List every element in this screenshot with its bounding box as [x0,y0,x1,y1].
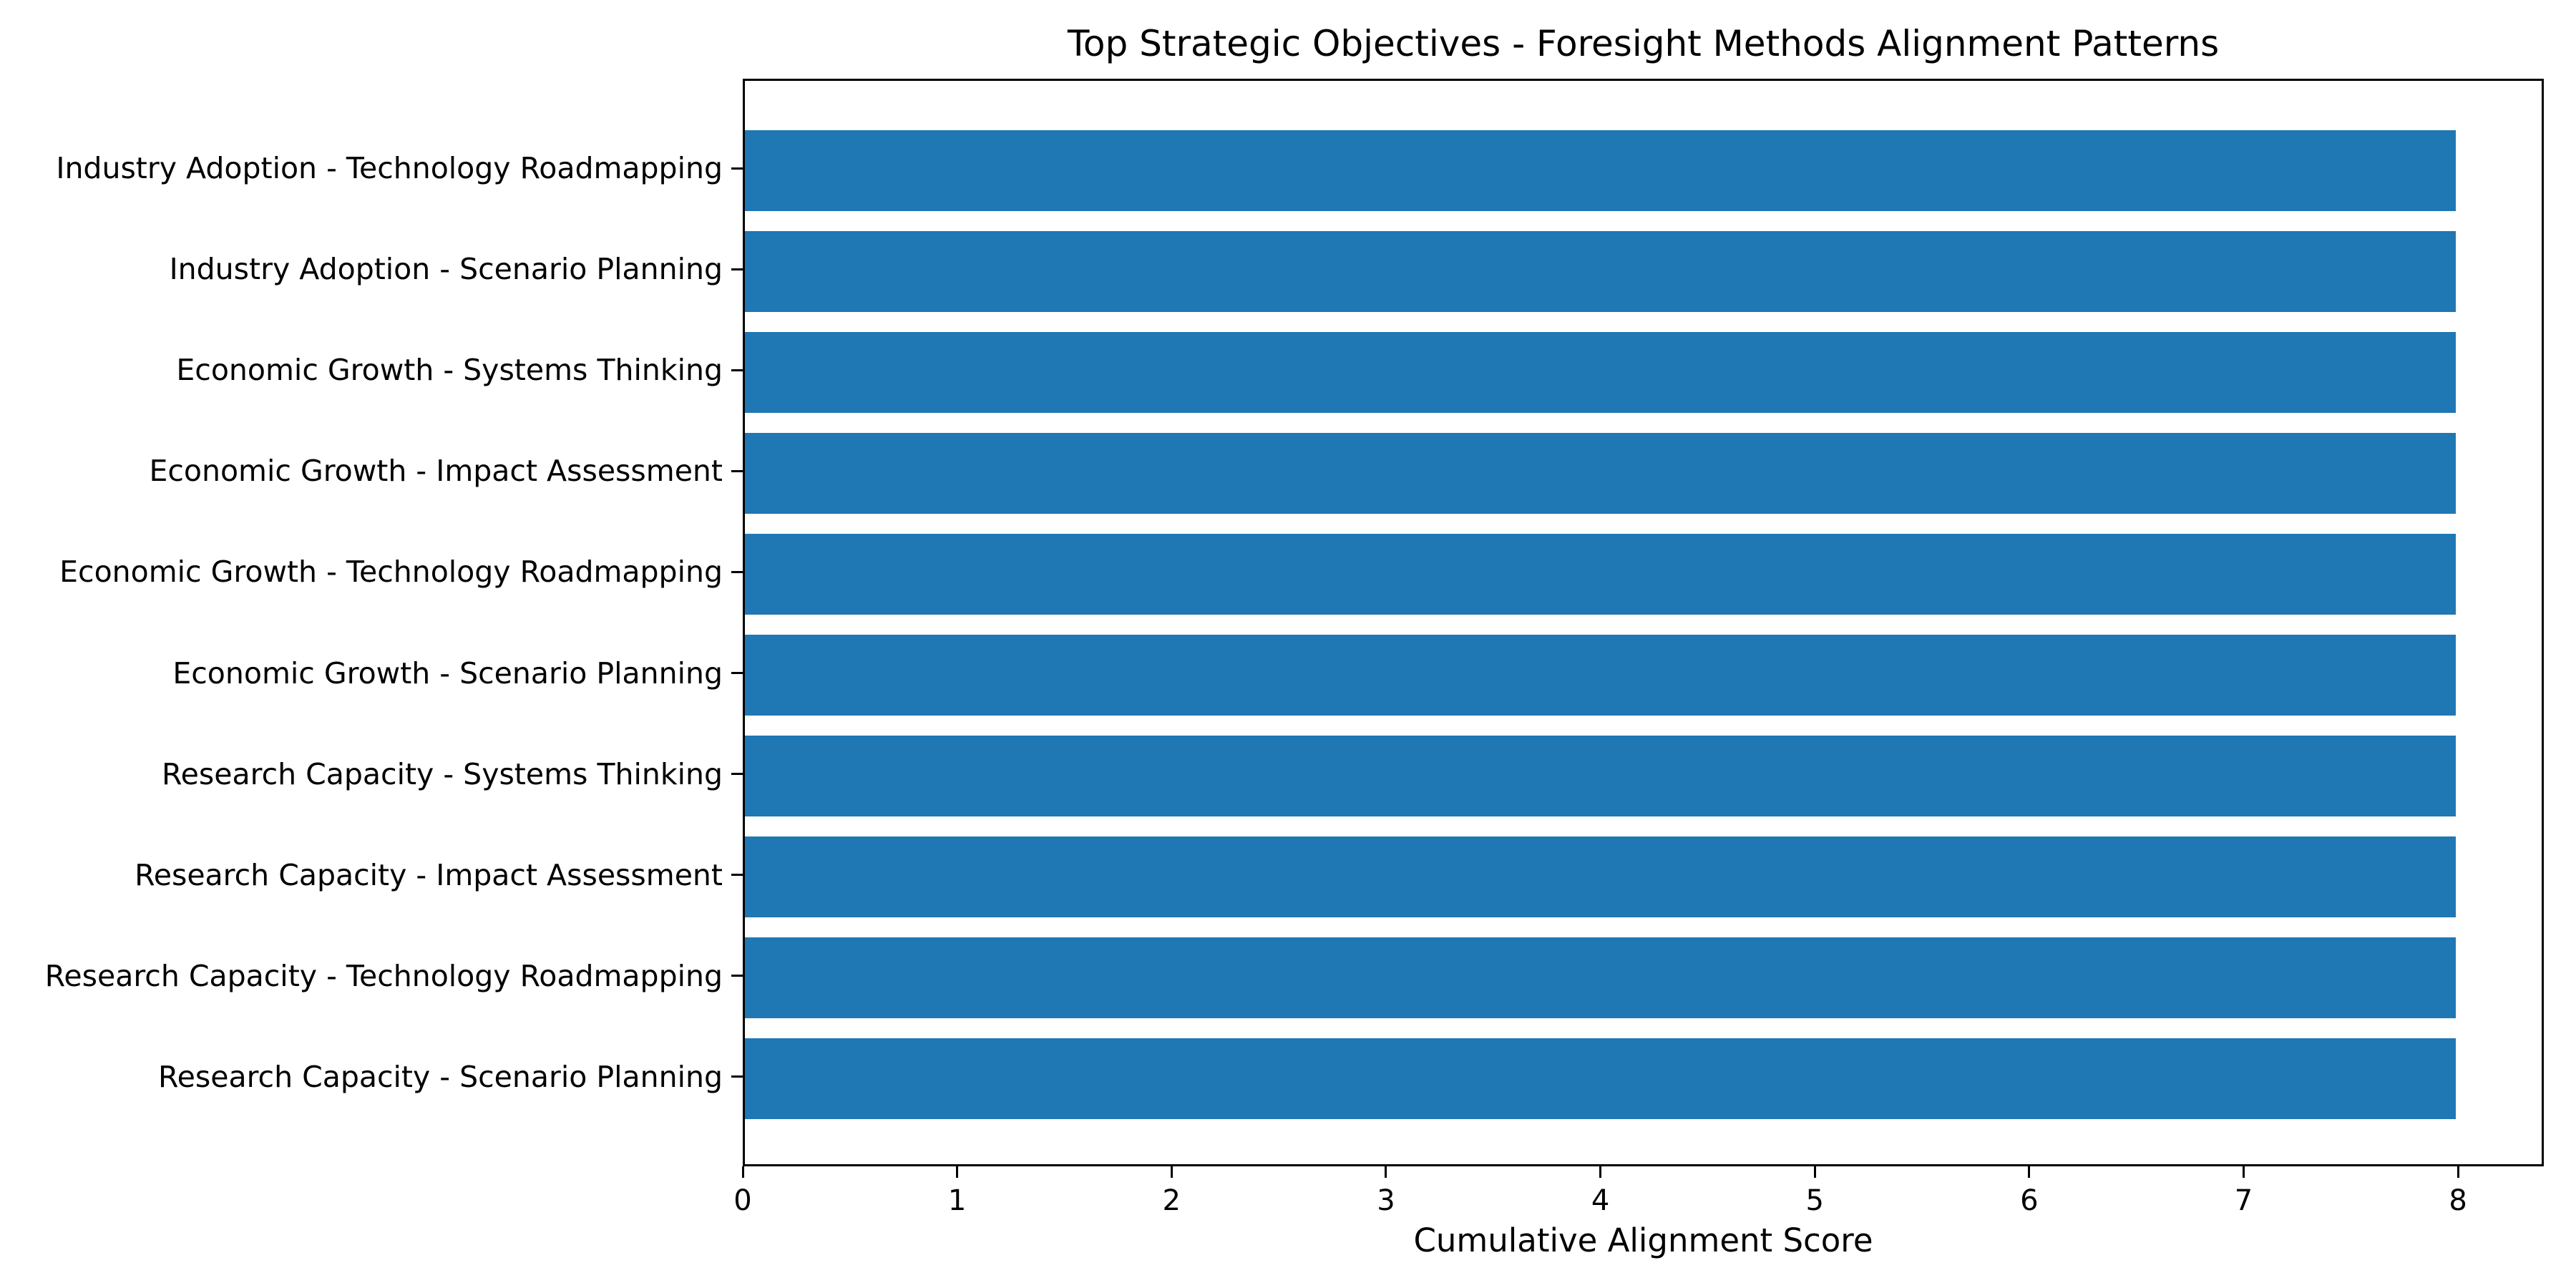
x-tick-label: 2 [1162,1184,1181,1217]
y-tick-label: Economic Growth - Systems Thinking [176,353,723,388]
y-tick-mark [731,469,743,472]
x-tick-label: 3 [1377,1184,1395,1217]
x-tick-label: 4 [1591,1184,1610,1217]
bar [745,534,2457,615]
bar [745,836,2457,917]
y-tick-label: Industry Adoption - Scenario Planning [169,252,723,287]
y-tick-mark [731,369,743,371]
y-tick-mark [731,167,743,170]
y-tick-label: Economic Growth - Scenario Planning [172,655,723,691]
y-tick-label: Research Capacity - Impact Assessment [135,857,723,892]
x-tick-mark [741,1166,744,1178]
x-tick-mark [1599,1166,1602,1178]
bar [745,231,2457,312]
x-tick-label: 6 [2020,1184,2039,1217]
y-tick-mark [731,268,743,270]
x-tick-label: 0 [733,1184,752,1217]
bar [745,1038,2457,1119]
y-tick-mark [731,1075,743,1078]
bar [745,433,2457,514]
x-tick-mark [1385,1166,1387,1178]
y-tick-mark [731,975,743,977]
y-tick-mark [731,773,743,775]
y-tick-label: Research Capacity - Technology Roadmappi… [44,958,723,993]
bar [745,332,2457,413]
x-axis-label: Cumulative Alignment Score [1413,1221,1873,1259]
x-tick-mark [1170,1166,1173,1178]
y-tick-label: Economic Growth - Technology Roadmapping [59,555,723,590]
x-tick-mark [2457,1166,2459,1178]
x-tick-label: 7 [2234,1184,2253,1217]
bar [745,130,2457,211]
bar [745,937,2457,1018]
x-tick-label: 8 [2449,1184,2467,1217]
x-tick-mark [2243,1166,2245,1178]
y-tick-label: Research Capacity - Systems Thinking [162,756,723,791]
x-tick-label: 1 [947,1184,967,1217]
bar [745,736,2457,816]
y-tick-label: Research Capacity - Scenario Planning [157,1059,723,1094]
y-tick-label: Industry Adoption - Technology Roadmappi… [56,151,723,186]
bar [745,635,2457,716]
y-tick-mark [731,672,743,674]
y-tick-mark [731,874,743,876]
x-tick-mark [1813,1166,1816,1178]
chart-title: Top Strategic Objectives - Foresight Met… [1067,23,2220,64]
plot-area [743,79,2544,1166]
x-tick-label: 5 [1805,1184,1824,1217]
y-tick-label: Economic Growth - Impact Assessment [149,454,723,489]
x-tick-mark [956,1166,959,1178]
x-tick-mark [2028,1166,2031,1178]
y-tick-mark [731,570,743,573]
